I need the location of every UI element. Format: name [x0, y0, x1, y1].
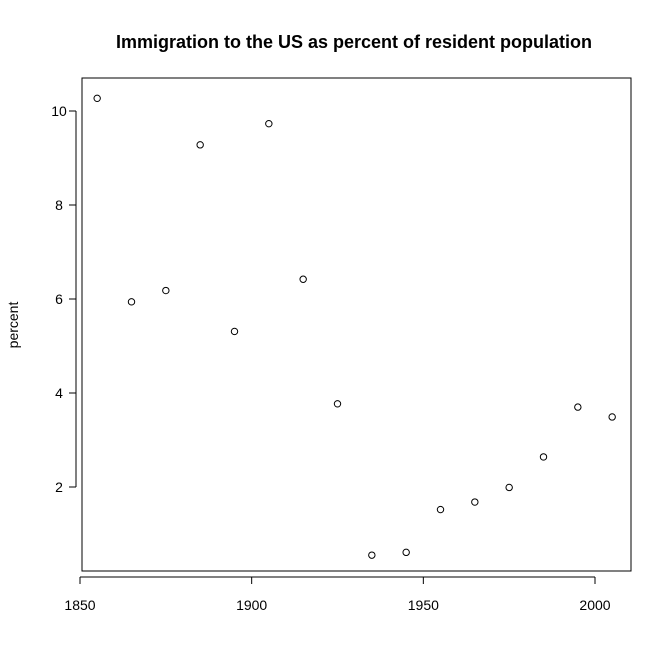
data-point	[402, 548, 410, 557]
y-tick-label: 10	[51, 103, 67, 119]
data-point	[127, 298, 136, 306]
y-tick-label: 4	[55, 385, 63, 401]
x-tick-label: 1900	[236, 597, 267, 613]
data-point	[471, 498, 479, 506]
data-point	[436, 505, 445, 514]
data-points	[93, 94, 616, 559]
data-point	[230, 327, 239, 336]
data-point	[162, 286, 170, 295]
plot-frame	[81, 77, 632, 572]
data-point	[93, 94, 101, 103]
y-tick-label: 6	[55, 291, 63, 307]
data-point	[196, 141, 204, 149]
data-point	[505, 483, 513, 492]
data-point	[333, 400, 342, 408]
x-tick-label: 2000	[579, 597, 610, 613]
y-axis: 2 4 6 8 10	[51, 103, 77, 495]
data-point	[368, 551, 376, 559]
x-tick-label: 1950	[408, 597, 439, 613]
x-tick-label: 1850	[64, 597, 95, 613]
data-point	[265, 119, 273, 128]
y-tick-label: 8	[55, 197, 63, 213]
y-axis-label: percent	[5, 302, 21, 349]
data-point	[299, 275, 307, 283]
chart-title: Immigration to the US as percent of resi…	[116, 32, 592, 52]
data-point	[574, 403, 582, 411]
data-point	[539, 453, 548, 461]
data-point	[608, 413, 616, 421]
x-axis: 1850 1900 1950 2000	[64, 576, 611, 613]
y-tick-label: 2	[55, 479, 63, 495]
